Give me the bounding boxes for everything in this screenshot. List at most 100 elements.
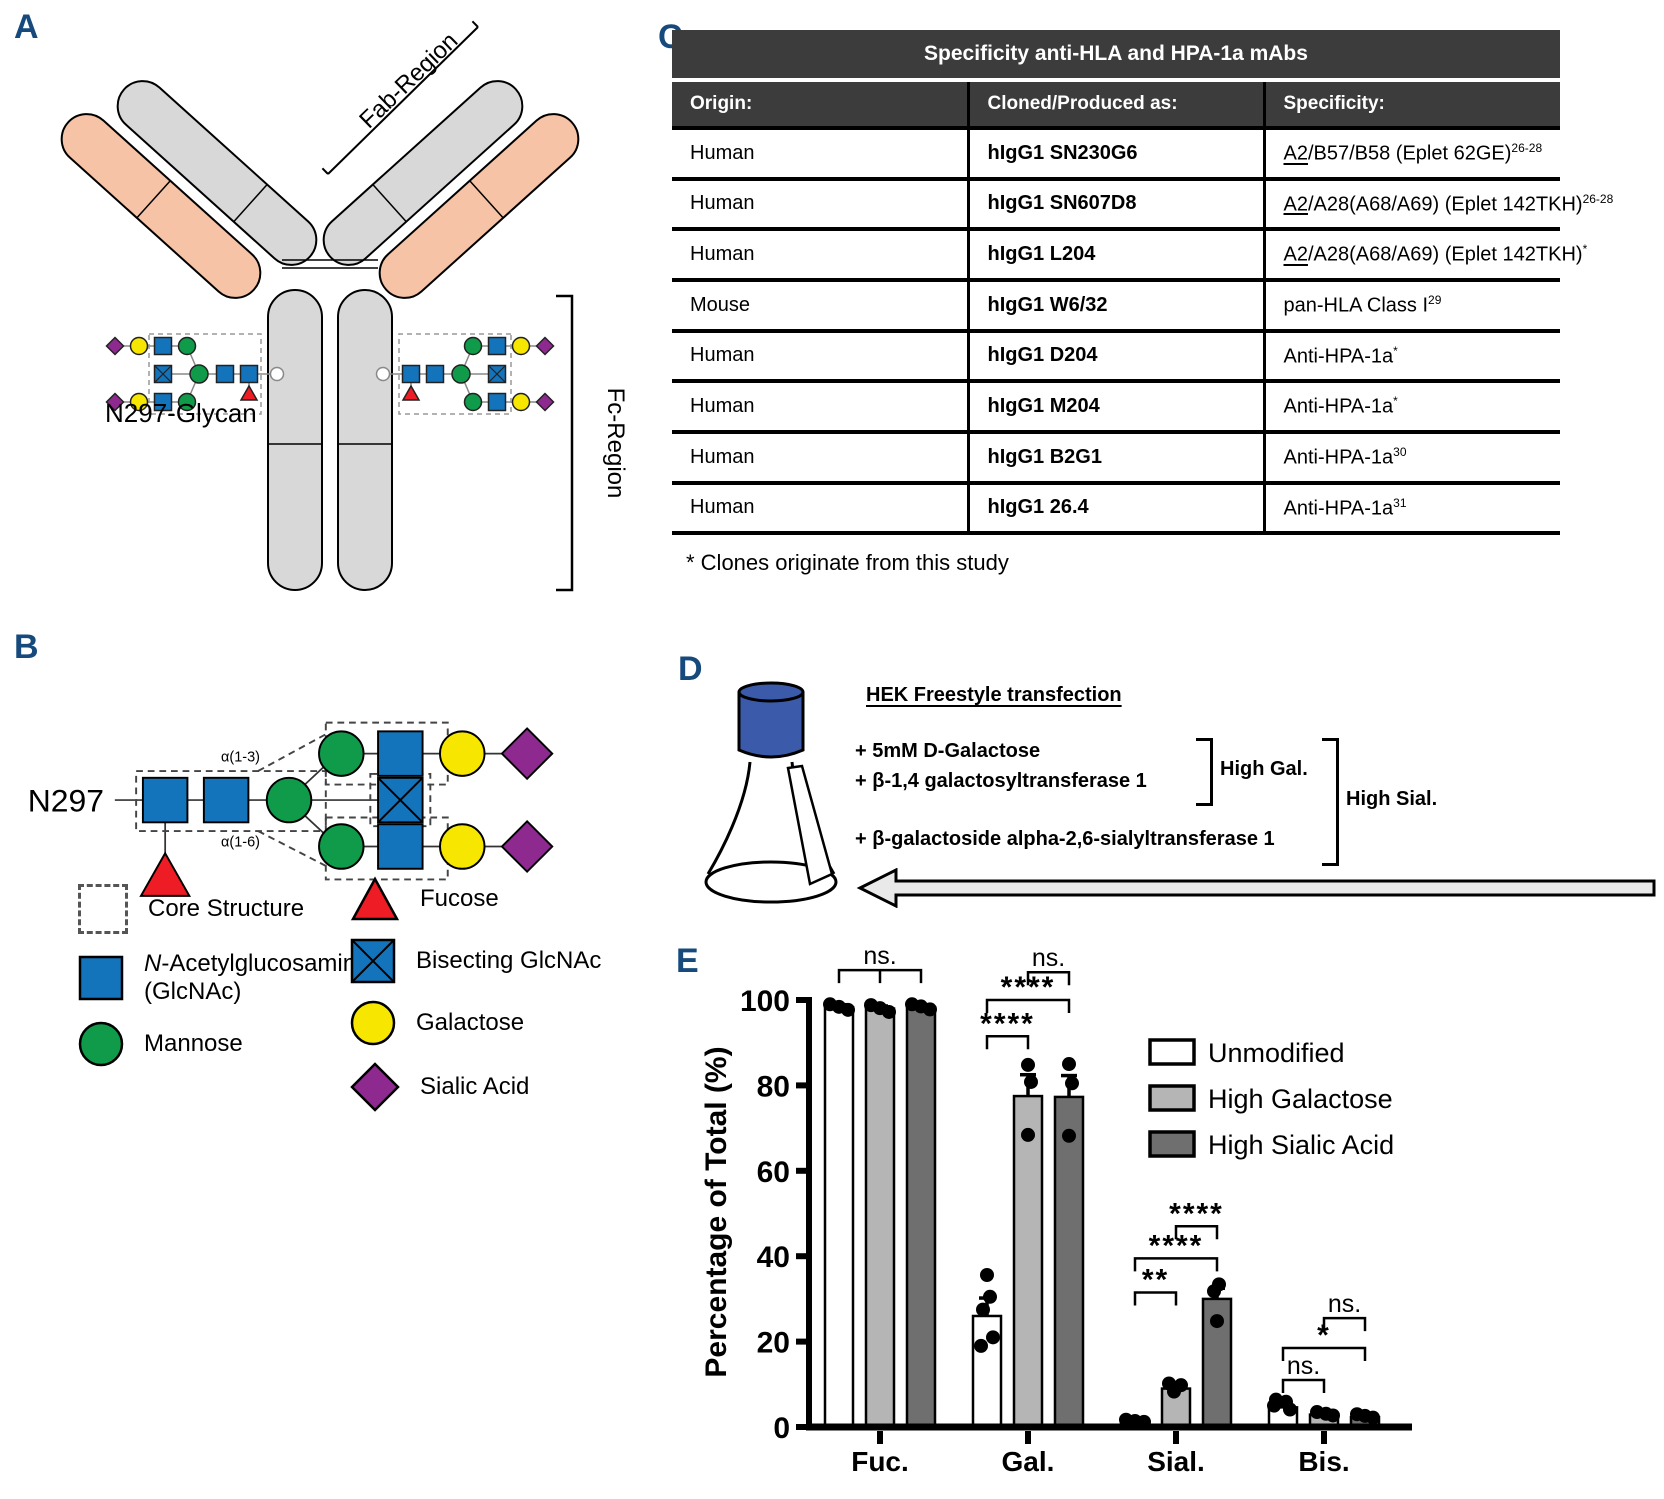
data-point — [1065, 1076, 1079, 1091]
data-point — [841, 1002, 855, 1017]
high-sial-label: High Sial. — [1346, 788, 1438, 810]
n297-glycan-label: N297-Glycan — [105, 398, 257, 428]
table-row: Human hIgG1 SN230G6 A2/B57/B58 (Eplet 62GE… — [672, 126, 1560, 179]
y-tick-label: 60 — [757, 1156, 790, 1189]
table-row: Human hIgG1 SN607D8 A2/A28(A68/A69) (Eplet… — [672, 176, 1613, 230]
legend-item-label: Bisecting GlcNAc — [416, 947, 602, 975]
data-point — [980, 1267, 994, 1282]
legend-item: N-Acetylglucosamine (GlcNAc) — [78, 950, 369, 1005]
data-point — [1283, 1402, 1297, 1417]
significance-bracket — [1026, 970, 1071, 986]
legend-item: Core Structure — [78, 884, 369, 934]
chart-legend-label: High Sialic Acid — [1208, 1130, 1394, 1160]
fab-arm-left — [60, 80, 318, 299]
origin-cell: Human — [672, 227, 968, 280]
specificity-cell: pan-HLA Class I29 — [1264, 277, 1560, 331]
significance-bracket — [1322, 1316, 1367, 1332]
fucose-core — [139, 851, 192, 897]
fc-region-label: Fc-Region — [602, 388, 629, 499]
bisecting-glcnac — [377, 776, 424, 824]
fc-chains — [267, 289, 393, 591]
clone-cell: hIgG1 SN230G6 — [966, 126, 1266, 179]
y-tick-label: 0 — [773, 1412, 790, 1445]
legend-item: Mannose — [78, 1021, 369, 1067]
origin-cell: Human — [672, 429, 968, 483]
x-category-label: Sial. — [1147, 1446, 1205, 1477]
column-header-cloned: Cloned/Produced as: — [966, 80, 1266, 128]
table-row: Mouse hIgG1 W6/32 pan-HLA Class I29 — [672, 277, 1560, 331]
table-footnote: * Clones originate from this study — [686, 550, 1009, 575]
panel-label-d: D — [678, 650, 703, 688]
workflow-arrow-left — [856, 868, 1656, 908]
table-row: Human hIgG1 D204 Anti-HPA-1a* — [672, 328, 1560, 382]
glcnac-swatch — [78, 955, 124, 1000]
bar — [1053, 1095, 1085, 1429]
n297-site-label: N297 — [28, 783, 104, 819]
data-point — [1062, 1128, 1076, 1143]
high-sial-bracket — [1322, 738, 1339, 866]
column-header-origin: Origin: — [672, 80, 968, 128]
chart-legend-label: Unmodified — [1208, 1038, 1345, 1068]
bar — [1012, 1094, 1044, 1429]
significance-label: **** — [1169, 1197, 1224, 1230]
sialic-acid-swatch — [350, 1062, 400, 1112]
light-chain-left — [60, 113, 262, 299]
light-chain-right — [378, 113, 580, 299]
hinge — [282, 259, 378, 269]
specificity-cell: Anti-HPA-1a* — [1264, 328, 1560, 382]
antibody-diagram: Fab-Region Fc-Region N297-Glycan — [60, 20, 629, 592]
data-point — [1326, 1408, 1340, 1423]
data-point — [1021, 1127, 1035, 1142]
table-row: Human hIgG1 B2G1 Anti-HPA-1a30 — [672, 429, 1560, 483]
legend-item: Galactose — [350, 1000, 601, 1046]
legend-item-label: Fucose — [420, 885, 499, 913]
heavy-chain-fab-left — [116, 80, 318, 266]
additive-line-3: + β-galactoside alpha-2,6-sialyltransfer… — [855, 828, 1275, 850]
legend-item: Sialic Acid — [350, 1062, 601, 1112]
specificity-cell: Anti-HPA-1a30 — [1264, 429, 1560, 483]
chart-legend-swatch — [1148, 1130, 1196, 1158]
clone-cell: hIgG1 26.4 — [966, 480, 1266, 534]
glycan-legend-column-1: Core Structure N-Acetylglucosamine (GlcNAc… — [78, 884, 369, 1067]
specificity-cell: Anti-HPA-1a31 — [1264, 480, 1560, 534]
x-category-label: Bis. — [1298, 1446, 1349, 1477]
significance-bracket — [1174, 1225, 1219, 1240]
mannose-lower — [318, 823, 365, 870]
data-point — [986, 1330, 1000, 1345]
data-point — [1062, 1057, 1076, 1072]
heavy-chain-fab-right — [322, 80, 524, 266]
data-point — [974, 1338, 988, 1353]
significance-label: **** — [980, 1007, 1035, 1040]
data-point — [983, 1289, 997, 1304]
galactose-upper — [439, 730, 486, 777]
alpha-1-6-label: α(1-6) — [221, 835, 260, 851]
erlenmeyer-flask — [704, 681, 838, 904]
bar — [905, 1006, 937, 1429]
alpha-1-3-label: α(1-3) — [221, 749, 260, 765]
high-gal-label: High Gal. — [1220, 758, 1308, 780]
data-point — [1207, 1284, 1221, 1299]
bisecting-glcnac-swatch — [350, 938, 396, 984]
column-header-specificity: Specificity: — [1264, 80, 1560, 128]
data-point — [1267, 1398, 1281, 1413]
data-point — [923, 1002, 937, 1017]
flask-cap — [737, 681, 805, 759]
high-gal-bracket — [1196, 738, 1213, 806]
mannose-swatch — [78, 1021, 124, 1067]
clone-cell: hIgG1 B2G1 — [966, 429, 1266, 483]
y-tick-label: 100 — [740, 985, 790, 1018]
significance-bracket — [985, 1035, 1030, 1050]
y-tick-label: 80 — [757, 1070, 790, 1103]
glycan-legend-column-2: Fucose Bisecting GlcNAc Galactose Sialic Ac… — [350, 876, 601, 1112]
fc-region-annotation: Fc-Region — [556, 294, 629, 592]
significance-bracket — [1133, 1291, 1178, 1306]
mannose-core — [265, 776, 313, 824]
origin-cell: Human — [672, 379, 968, 432]
y-tick-label: 20 — [757, 1327, 790, 1360]
clone-cell: hIgG1 SN607D8 — [966, 176, 1266, 230]
legend-item-label: Sialic Acid — [420, 1073, 530, 1101]
heavy-chain-fc-left — [267, 289, 323, 591]
bar — [823, 1006, 855, 1429]
